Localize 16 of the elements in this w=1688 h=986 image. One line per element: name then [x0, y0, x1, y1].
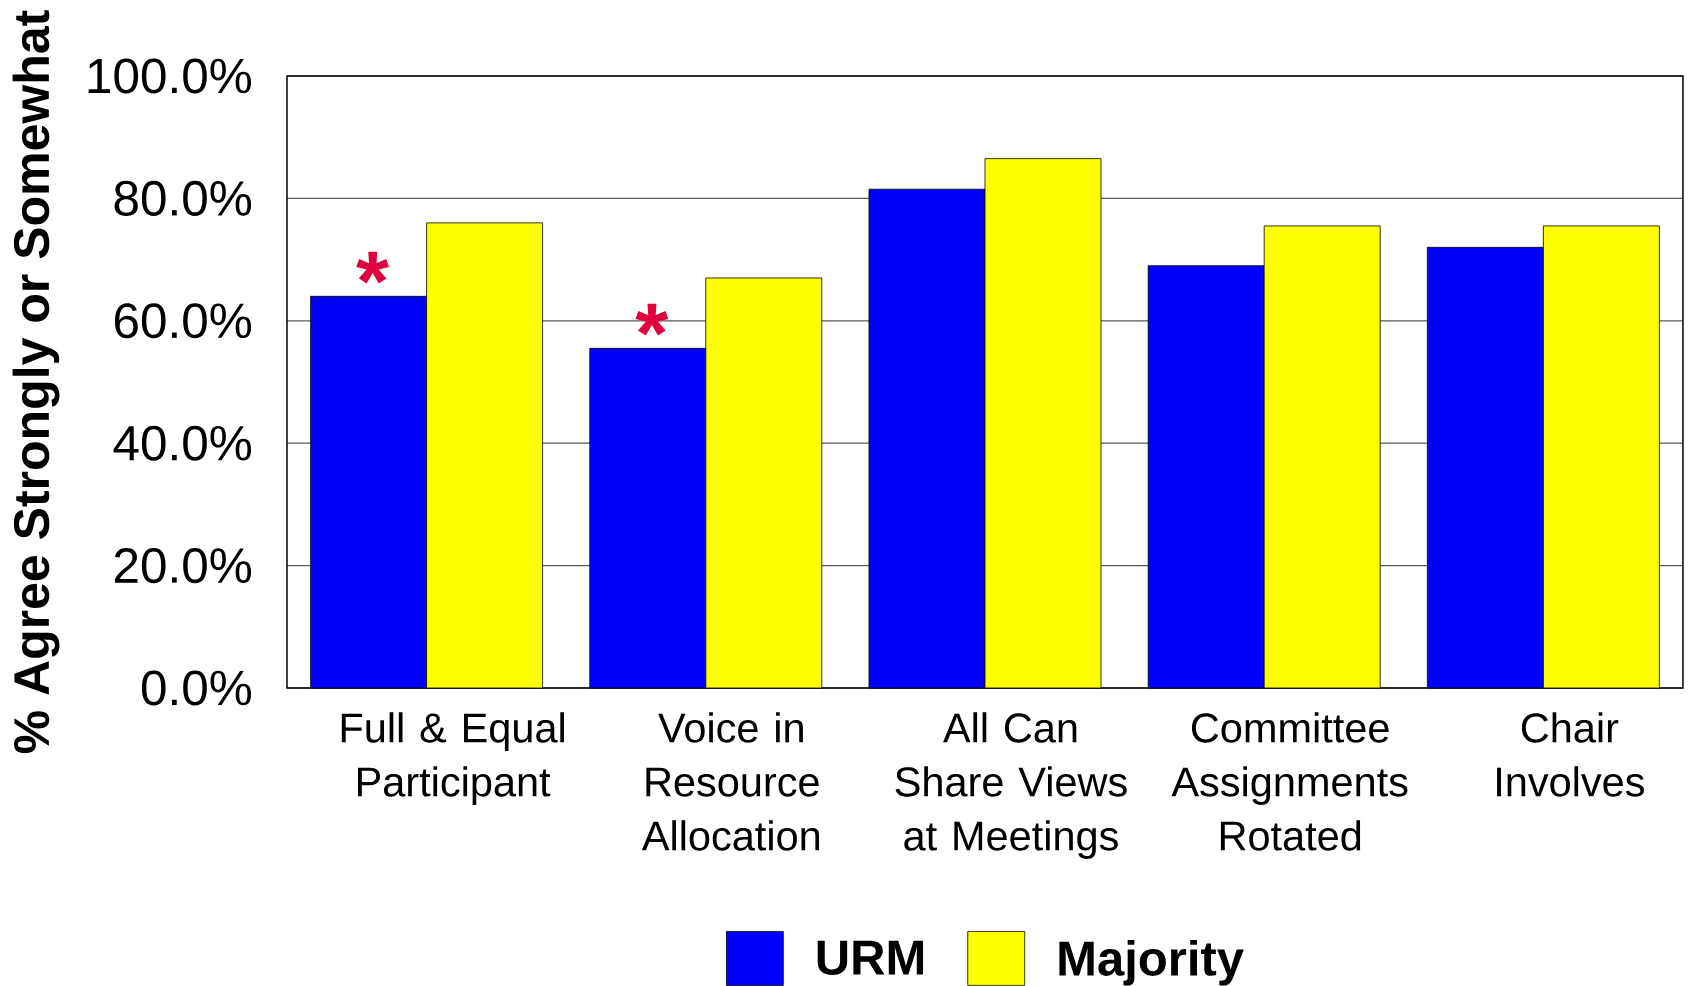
y-tick-label: 100.0%	[88, 58, 252, 94]
y-axis-title: % Agree Strongly or Somewhat	[12, 10, 60, 754]
x-tick-label: Voice in Resource Allocation	[641, 712, 820, 851]
legend-label: Majority	[1059, 939, 1244, 986]
annotation: *	[356, 251, 390, 284]
y-tick-label: 40.0%	[113, 425, 252, 461]
y-tick-label: 60.0%	[114, 303, 252, 339]
x-tick-label: All Can Share Views at Meetings	[895, 712, 1127, 859]
y-tick-label: 0.0%	[141, 670, 252, 706]
legend-label: URM	[817, 940, 924, 975]
x-tick-label: Committee Assignments Rotated	[1171, 712, 1408, 851]
y-tick-label: 80.0%	[114, 180, 252, 216]
x-tick-label: Chair Involves	[1497, 712, 1644, 797]
annotation: *	[635, 303, 669, 336]
x-tick-label: Full & Equal Participant	[341, 712, 564, 805]
y-tick-label: 20.0%	[114, 548, 252, 584]
